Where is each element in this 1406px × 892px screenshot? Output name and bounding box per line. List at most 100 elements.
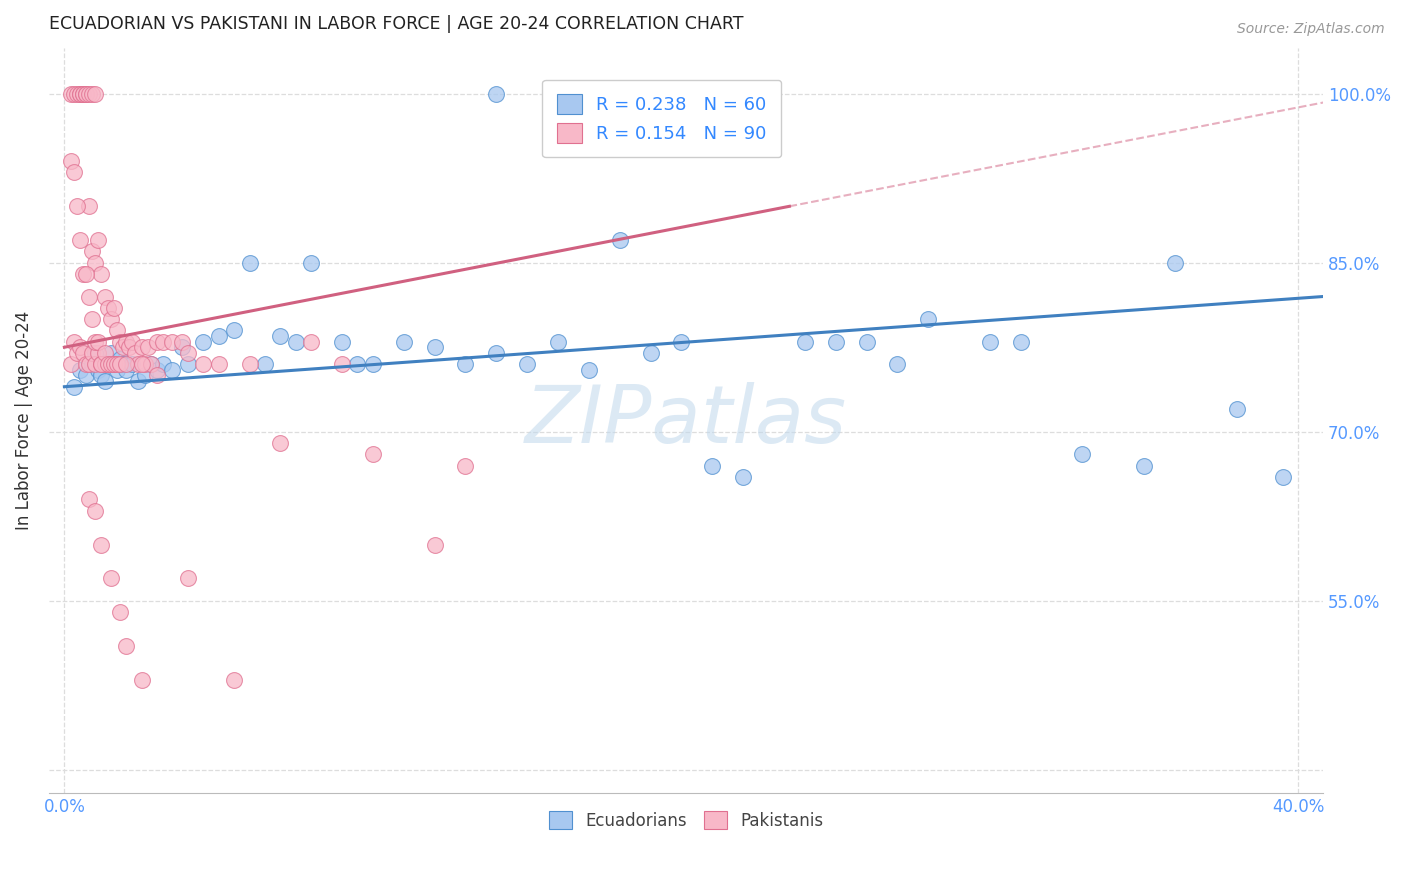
Point bbox=[136, 340, 159, 354]
Point bbox=[111, 340, 134, 354]
Point bbox=[77, 492, 100, 507]
Point bbox=[90, 357, 112, 371]
Point bbox=[62, 334, 84, 349]
Point bbox=[59, 154, 82, 169]
Point bbox=[253, 357, 276, 371]
Point bbox=[1071, 447, 1094, 461]
Point bbox=[177, 346, 200, 360]
Point bbox=[69, 87, 91, 101]
Point bbox=[238, 255, 260, 269]
Point bbox=[855, 334, 877, 349]
Point bbox=[115, 334, 138, 349]
Point bbox=[108, 357, 131, 371]
Point bbox=[75, 267, 97, 281]
Point bbox=[269, 436, 291, 450]
Point bbox=[72, 87, 94, 101]
Point bbox=[979, 334, 1001, 349]
Point bbox=[66, 87, 89, 101]
Point bbox=[299, 255, 322, 269]
Point bbox=[75, 368, 97, 383]
Point bbox=[131, 357, 153, 371]
Point bbox=[702, 458, 724, 473]
Point bbox=[103, 357, 125, 371]
Point bbox=[77, 289, 100, 303]
Point bbox=[90, 368, 112, 383]
Point bbox=[824, 334, 846, 349]
Point bbox=[162, 363, 184, 377]
Point bbox=[208, 357, 231, 371]
Text: Source: ZipAtlas.com: Source: ZipAtlas.com bbox=[1237, 22, 1385, 37]
Point bbox=[82, 312, 104, 326]
Point bbox=[454, 458, 477, 473]
Point bbox=[146, 334, 169, 349]
Point bbox=[139, 357, 162, 371]
Point bbox=[222, 323, 245, 337]
Point bbox=[82, 346, 104, 360]
Point bbox=[1226, 402, 1249, 417]
Point bbox=[59, 357, 82, 371]
Point bbox=[222, 673, 245, 687]
Point bbox=[87, 334, 110, 349]
Point bbox=[485, 346, 508, 360]
Point bbox=[100, 346, 122, 360]
Point bbox=[93, 346, 115, 360]
Point bbox=[115, 639, 138, 653]
Point bbox=[90, 357, 112, 371]
Point bbox=[97, 357, 120, 371]
Point bbox=[62, 87, 84, 101]
Point bbox=[131, 673, 153, 687]
Point bbox=[72, 87, 94, 101]
Point bbox=[361, 447, 384, 461]
Point bbox=[124, 346, 146, 360]
Point bbox=[131, 340, 153, 354]
Point bbox=[84, 334, 107, 349]
Point bbox=[193, 357, 215, 371]
Legend: Ecuadorians, Pakistanis: Ecuadorians, Pakistanis bbox=[543, 805, 830, 837]
Point bbox=[62, 380, 84, 394]
Point bbox=[100, 357, 122, 371]
Point bbox=[84, 357, 107, 371]
Point bbox=[90, 267, 112, 281]
Point bbox=[115, 357, 138, 371]
Point bbox=[84, 255, 107, 269]
Point bbox=[69, 363, 91, 377]
Point bbox=[134, 368, 156, 383]
Point bbox=[108, 334, 131, 349]
Point bbox=[423, 538, 446, 552]
Point bbox=[100, 312, 122, 326]
Point bbox=[193, 334, 215, 349]
Point bbox=[170, 340, 193, 354]
Point bbox=[423, 340, 446, 354]
Point bbox=[330, 357, 353, 371]
Point bbox=[75, 87, 97, 101]
Point bbox=[77, 87, 100, 101]
Point bbox=[609, 233, 631, 247]
Point bbox=[671, 334, 693, 349]
Point bbox=[886, 357, 908, 371]
Point bbox=[105, 357, 128, 371]
Point bbox=[69, 233, 91, 247]
Point bbox=[485, 87, 508, 101]
Point bbox=[108, 605, 131, 619]
Point bbox=[578, 363, 600, 377]
Point bbox=[97, 357, 120, 371]
Point bbox=[87, 363, 110, 377]
Text: ECUADORIAN VS PAKISTANI IN LABOR FORCE | AGE 20-24 CORRELATION CHART: ECUADORIAN VS PAKISTANI IN LABOR FORCE |… bbox=[49, 15, 744, 33]
Text: ZIPatlas: ZIPatlas bbox=[524, 382, 848, 459]
Point bbox=[346, 357, 368, 371]
Point bbox=[75, 357, 97, 371]
Point bbox=[103, 357, 125, 371]
Point bbox=[118, 340, 141, 354]
Point bbox=[75, 87, 97, 101]
Point bbox=[516, 357, 538, 371]
Point bbox=[269, 329, 291, 343]
Point bbox=[66, 199, 89, 213]
Point bbox=[77, 199, 100, 213]
Point bbox=[284, 334, 307, 349]
Point bbox=[69, 87, 91, 101]
Point bbox=[454, 357, 477, 371]
Point bbox=[84, 504, 107, 518]
Point bbox=[1133, 458, 1156, 473]
Point bbox=[640, 346, 662, 360]
Point bbox=[93, 289, 115, 303]
